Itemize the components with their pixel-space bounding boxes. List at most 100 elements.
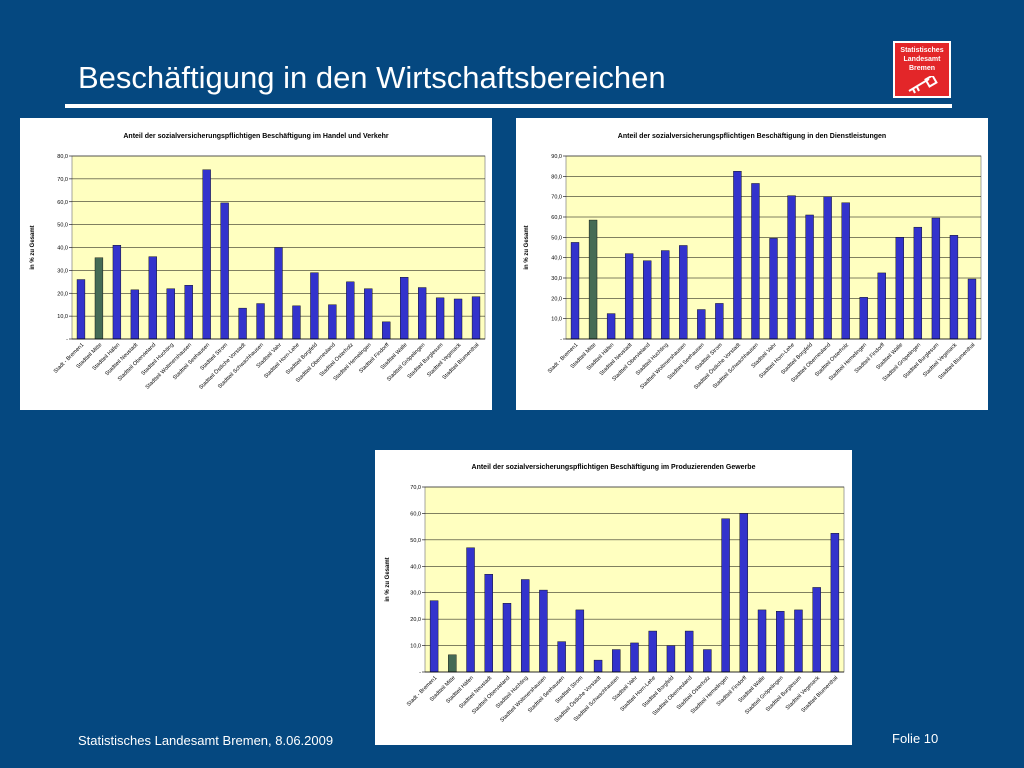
y-tick-label: 30,0	[57, 268, 68, 274]
chart-dienstleistungen: Anteil der sozialversicherungspflichtige…	[524, 133, 982, 391]
bar	[328, 304, 337, 340]
y-axis-label: in % zu Gesamt	[30, 225, 36, 269]
x-category-label: Stadt - Bremen1	[547, 342, 580, 375]
y-tick-label: 10,0	[57, 314, 68, 320]
x-category-label: Stadtteil Neustadt	[599, 342, 634, 377]
chart-panel-handel: Anteil der sozialversicherungspflichtige…	[20, 118, 492, 410]
bar	[130, 289, 139, 340]
bar	[769, 238, 778, 340]
plot-area	[424, 486, 845, 673]
bar	[310, 272, 319, 340]
x-category-label: Stadtteil Blumenthal	[442, 342, 481, 381]
bar	[703, 649, 712, 673]
footer-source: Statistisches Landesamt Bremen, 8.06.200…	[78, 733, 334, 748]
bar	[418, 287, 427, 340]
bar	[274, 247, 283, 340]
y-tick-label: -	[419, 670, 421, 676]
y-tick-label: 10,0	[410, 644, 421, 650]
footer-slide-number: Folie 10	[892, 731, 939, 746]
y-tick-label: 90,0	[551, 154, 562, 160]
y-tick-label: 50,0	[551, 235, 562, 241]
bar	[823, 196, 832, 340]
bar	[448, 654, 457, 673]
x-category-label: Stadtteil Huchting	[635, 342, 670, 377]
bar	[471, 296, 481, 340]
bar	[453, 298, 463, 340]
y-tick-label: 40,0	[410, 564, 421, 570]
bar	[466, 547, 475, 673]
y-tick-label: 60,0	[57, 200, 68, 206]
y-tick-label: 70,0	[57, 177, 68, 183]
bar	[364, 288, 373, 340]
bar	[967, 278, 977, 340]
bar	[612, 649, 621, 673]
bar	[757, 609, 767, 673]
bar	[830, 533, 840, 673]
bar	[346, 281, 355, 340]
bar	[877, 272, 886, 340]
bar	[666, 645, 676, 673]
bar	[606, 313, 616, 340]
bar	[256, 303, 265, 340]
bar	[435, 297, 445, 340]
bar	[913, 226, 923, 340]
bar	[643, 260, 652, 340]
chart-handel-verkehr: Anteil der sozialversicherungspflichtige…	[30, 133, 486, 391]
bar	[292, 305, 301, 340]
bar	[575, 609, 585, 673]
title-underline	[65, 104, 952, 108]
bar	[949, 235, 959, 340]
bremen-key-icon	[908, 76, 938, 94]
bar	[539, 589, 548, 673]
bar	[484, 574, 493, 673]
statistisches-landesamt-logo: Statistisches Landesamt Bremen	[893, 41, 951, 98]
y-tick-label: 20,0	[57, 291, 68, 297]
y-tick-label: 40,0	[57, 246, 68, 252]
y-tick-label: -	[66, 337, 68, 343]
bar	[697, 309, 706, 340]
bar	[931, 217, 941, 340]
y-axis-label: in % zu Gesamt	[524, 225, 530, 269]
bar	[520, 579, 530, 673]
chart-panel-produzierend: Anteil der sozialversicherungspflichtige…	[375, 450, 852, 745]
chart-produzierendes-gewerbe: Anteil der sozialversicherungspflichtige…	[385, 464, 845, 724]
bar	[859, 297, 868, 340]
x-category-label: Stadtteil Huchting	[140, 342, 175, 377]
bar	[841, 202, 850, 340]
bar	[630, 642, 639, 673]
y-tick-label: 50,0	[57, 223, 68, 229]
bar	[588, 219, 598, 340]
chart-panel-dienstleistungen: Anteil der sozialversicherungspflichtige…	[516, 118, 988, 410]
bar	[382, 321, 391, 340]
bar	[593, 659, 603, 673]
y-tick-label: 10,0	[551, 317, 562, 323]
logo-red-field: Statistisches Landesamt Bremen	[895, 43, 949, 96]
bar	[238, 307, 247, 340]
x-category-label: Stadtteil Blumenthal	[938, 342, 977, 381]
bar	[166, 288, 175, 340]
x-category-label: Stadtteil Huchting	[495, 675, 530, 710]
x-category-label: Stadt - Bremen1	[53, 342, 86, 375]
logo-line-3: Bremen	[908, 65, 936, 72]
bar	[502, 603, 512, 673]
y-tick-label: -	[560, 337, 562, 343]
bar	[557, 641, 566, 673]
y-tick-label: 20,0	[410, 617, 421, 623]
y-tick-label: 20,0	[551, 296, 562, 302]
logo-line-2: Landesamt	[903, 56, 941, 63]
bar	[895, 237, 904, 340]
bar	[679, 245, 688, 340]
bar	[715, 303, 724, 340]
bar	[684, 630, 694, 673]
bar	[429, 600, 439, 673]
y-axis-label: in % zu Gesamt	[385, 557, 391, 601]
x-category-label: Stadt - Bremen1	[406, 675, 439, 708]
bar	[94, 257, 104, 340]
y-tick-label: 80,0	[57, 154, 68, 160]
bar	[400, 277, 409, 340]
y-tick-label: 30,0	[551, 276, 562, 282]
chart-title: Anteil der sozialversicherungspflichtige…	[618, 133, 886, 140]
bar	[805, 214, 814, 340]
bar	[812, 587, 821, 673]
bar	[148, 256, 157, 340]
